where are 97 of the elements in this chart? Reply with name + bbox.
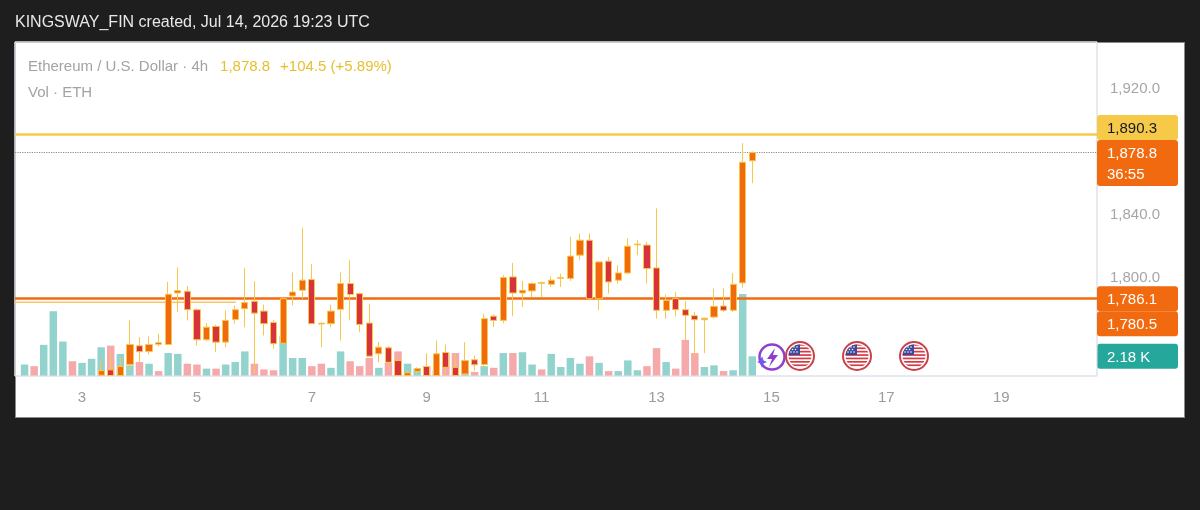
candlestick xyxy=(576,232,584,261)
bar xyxy=(518,352,527,376)
candlestick xyxy=(145,335,153,356)
candlestick xyxy=(318,321,325,348)
bar xyxy=(499,353,508,376)
candlestick xyxy=(557,273,564,288)
bar xyxy=(260,369,268,376)
candlestick xyxy=(308,263,315,325)
candlestick xyxy=(509,262,517,317)
text: 36:55 xyxy=(1107,165,1145,183)
bar xyxy=(710,365,718,376)
candlestick xyxy=(720,288,727,313)
candlestick xyxy=(548,275,555,288)
annotation: +104.5 (+5.89%) xyxy=(280,56,392,74)
text: 2.18 K xyxy=(1107,347,1151,365)
candlestick xyxy=(490,314,497,328)
ref-line-label: 1,878.8 xyxy=(1107,144,1158,162)
x-tick-label: 19 xyxy=(992,388,1010,405)
candlestick xyxy=(538,280,545,298)
bar xyxy=(528,364,536,376)
candlestick xyxy=(624,237,631,275)
candlestick xyxy=(749,151,756,184)
candlestick xyxy=(155,333,162,348)
candlestick xyxy=(615,264,622,285)
bar xyxy=(174,353,182,376)
bar xyxy=(624,360,632,376)
bar xyxy=(327,367,335,376)
bar xyxy=(346,361,354,376)
bar xyxy=(557,366,565,376)
candlestick xyxy=(605,256,612,295)
y-tick-label: 1,800.0 xyxy=(1110,268,1161,286)
bar xyxy=(59,341,67,376)
x-tick-label: 7 xyxy=(307,388,316,405)
ref-line-label: 1,786.1 xyxy=(1107,290,1158,308)
bar xyxy=(164,353,172,376)
bar xyxy=(480,366,488,376)
candlestick xyxy=(270,319,277,350)
candlestick xyxy=(203,322,210,342)
x-tick-label: 17 xyxy=(878,388,895,405)
bar xyxy=(336,351,345,376)
text: Ethereum / U.S. Dollar · 4h xyxy=(28,56,209,74)
x-tick-label: 3 xyxy=(77,388,87,405)
bar xyxy=(241,351,249,376)
candlestick xyxy=(260,304,268,337)
text: 1,780.5 xyxy=(1107,315,1158,333)
candlestick xyxy=(739,142,746,289)
candlestick xyxy=(347,259,354,321)
bar xyxy=(595,362,603,376)
x-tick-label: 15 xyxy=(763,388,780,405)
candlestick xyxy=(643,241,651,285)
candlestick xyxy=(375,341,382,363)
ref-line-label: 1,890.3 xyxy=(1107,119,1158,137)
candlestick xyxy=(471,355,478,372)
candlestick xyxy=(136,336,143,363)
candlestick xyxy=(672,291,679,317)
bar xyxy=(145,363,153,376)
candlestick xyxy=(193,307,201,346)
candlestick xyxy=(366,303,373,358)
chart-title: Vol · ETH xyxy=(28,82,93,100)
bar xyxy=(662,362,670,376)
bar xyxy=(30,366,38,376)
bar xyxy=(126,365,134,376)
bar xyxy=(691,353,699,376)
candlestick xyxy=(222,309,229,348)
bar xyxy=(39,344,48,376)
annotation: 1,878.8 xyxy=(220,56,271,74)
bar xyxy=(585,356,594,376)
candlestick xyxy=(356,292,363,333)
candlestick xyxy=(701,317,708,354)
bar xyxy=(509,353,517,376)
candlestick xyxy=(586,232,593,301)
x-tick-label: 5 xyxy=(192,388,202,405)
candlestick xyxy=(653,207,660,320)
bar xyxy=(643,366,651,376)
y-tick-label: 1,920.0 xyxy=(1110,79,1161,97)
bar xyxy=(78,362,86,376)
bar xyxy=(49,311,58,376)
bar xyxy=(193,364,201,376)
x-tick-label: 9 xyxy=(422,388,431,405)
x-tick-label: 13 xyxy=(648,388,665,405)
candlestick xyxy=(184,285,191,321)
bar xyxy=(308,366,316,376)
candlestick xyxy=(567,236,574,282)
bar xyxy=(231,362,239,376)
text: KINGSWAY_FIN created, Jul 14, 2026 19:23 UTC xyxy=(15,12,370,31)
bar xyxy=(375,367,383,376)
bar xyxy=(576,363,584,376)
bar xyxy=(729,370,737,376)
candlestick xyxy=(212,324,220,353)
candlestick xyxy=(327,304,335,328)
candlestick xyxy=(634,239,641,256)
bar xyxy=(681,339,689,376)
y-tick-label: 1,840.0 xyxy=(1110,205,1161,223)
bar xyxy=(547,353,555,376)
candlestick xyxy=(232,304,239,325)
bar xyxy=(652,348,661,376)
x-tick-label: 11 xyxy=(533,388,550,405)
